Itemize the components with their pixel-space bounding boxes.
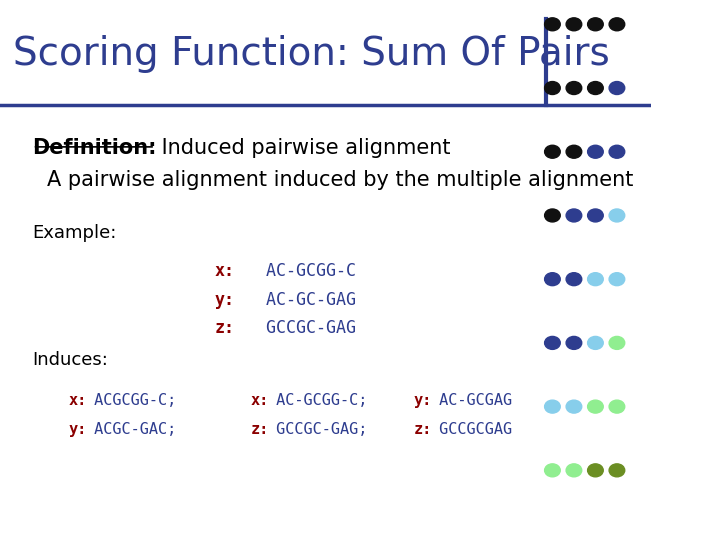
Circle shape [588,209,603,222]
Circle shape [609,464,625,477]
Circle shape [609,82,625,94]
Circle shape [566,145,582,158]
Circle shape [588,18,603,31]
Text: Induces:: Induces: [32,351,109,369]
Circle shape [544,82,560,94]
Circle shape [609,18,625,31]
Circle shape [566,18,582,31]
Text: z:: z: [414,422,432,437]
Text: Scoring Function: Sum Of Pairs: Scoring Function: Sum Of Pairs [13,35,610,73]
Circle shape [588,464,603,477]
Circle shape [566,336,582,349]
Text: z:: z: [215,319,235,336]
Text: ACGC-GAC;: ACGC-GAC; [85,422,176,437]
Text: A pairwise alignment induced by the multiple alignment: A pairwise alignment induced by the mult… [47,170,634,190]
Text: GCCGC-GAG;: GCCGC-GAG; [267,422,367,437]
Circle shape [566,209,582,222]
Circle shape [588,145,603,158]
Text: y:: y: [414,393,432,408]
Circle shape [609,400,625,413]
Circle shape [544,464,560,477]
Circle shape [609,145,625,158]
Circle shape [609,209,625,222]
Text: AC-GC-GAG: AC-GC-GAG [246,291,356,308]
Circle shape [544,145,560,158]
Circle shape [566,82,582,94]
Text: GCCGC-GAG: GCCGC-GAG [246,319,356,336]
Text: Example:: Example: [32,224,117,242]
Circle shape [588,400,603,413]
Text: ACGCGG-C;: ACGCGG-C; [85,393,176,408]
Circle shape [609,273,625,286]
Circle shape [609,336,625,349]
Text: y:: y: [68,422,86,437]
Text: x:: x: [251,393,269,408]
Text: AC-GCGAG: AC-GCGAG [430,393,512,408]
Circle shape [588,273,603,286]
Text: x:: x: [68,393,86,408]
Text: x:: x: [215,262,235,280]
Text: Definition:: Definition: [32,138,157,158]
Text: Induced pairwise alignment: Induced pairwise alignment [155,138,451,158]
Circle shape [566,273,582,286]
Circle shape [544,273,560,286]
Circle shape [566,400,582,413]
Circle shape [544,336,560,349]
Circle shape [544,18,560,31]
Circle shape [566,464,582,477]
Text: z:: z: [251,422,269,437]
Text: AC-GCGG-C;: AC-GCGG-C; [267,393,367,408]
Circle shape [588,336,603,349]
Circle shape [544,209,560,222]
Text: y:: y: [215,291,235,308]
Text: AC-GCGG-C: AC-GCGG-C [246,262,356,280]
Circle shape [544,400,560,413]
Circle shape [588,82,603,94]
Text: GCCGCGAG: GCCGCGAG [430,422,512,437]
